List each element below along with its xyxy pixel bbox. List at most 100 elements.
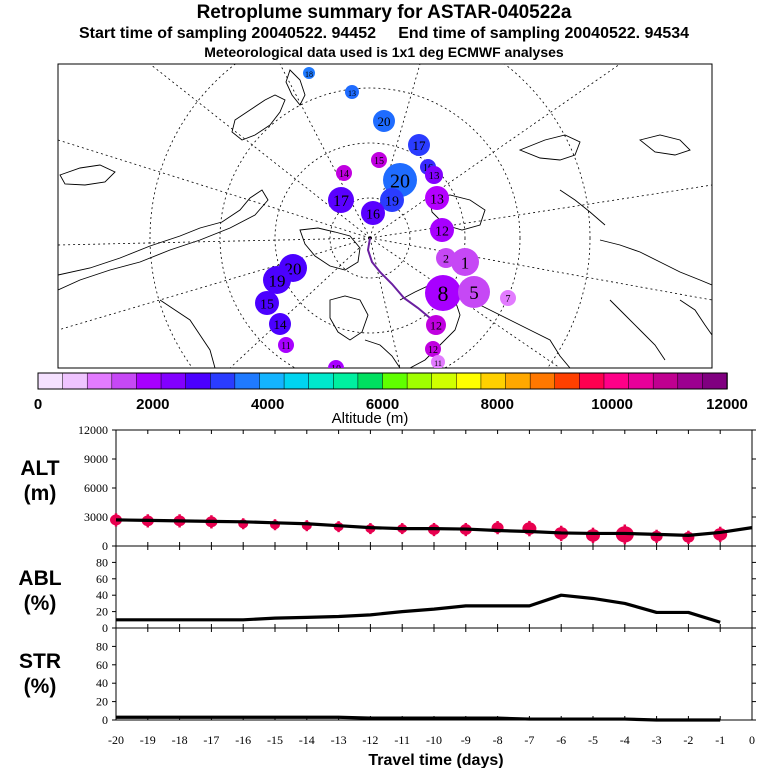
alt-panel-label: ALT (20, 457, 59, 480)
cluster-blob (425, 186, 449, 210)
panel-alt: 0 3000 6000 9000 12000 (78, 423, 756, 553)
y-tick-label: 40 (96, 676, 108, 690)
cluster-label: 14 (274, 317, 288, 332)
cluster-label: 19 (269, 271, 286, 290)
x-tick-label: 0 (749, 733, 755, 747)
x-tick-label: -17 (203, 733, 219, 747)
cluster-blob (263, 266, 291, 294)
x-tick-label: -7 (524, 733, 534, 747)
x-tick-label: -14 (299, 733, 315, 747)
cluster-blob (328, 187, 354, 213)
abl-panel-unit: (%) (24, 592, 57, 615)
cluster-blob (380, 188, 404, 212)
plume-track (366, 237, 431, 319)
map-panel: 2013181716151413201917161312201915141110… (57, 63, 713, 375)
x-tick-label: -13 (331, 733, 347, 747)
str-panel-unit: (%) (24, 675, 57, 698)
cluster-label: 12 (428, 345, 438, 356)
colorbar-cell (406, 372, 433, 390)
colorbar-tick-label: 10000 (591, 396, 633, 413)
cluster-label: 13 (348, 89, 356, 98)
cluster-blob (408, 134, 430, 156)
y-tick-label: 60 (96, 572, 108, 586)
cluster-blob (451, 248, 479, 276)
x-tick-label: -12 (362, 733, 378, 747)
cluster-label: 10 (331, 364, 341, 375)
cluster-label: 18 (305, 70, 313, 79)
x-axis-title: Travel time (days) (368, 752, 503, 768)
cluster-label: 11 (281, 341, 291, 352)
y-tick-label: 0 (102, 539, 108, 553)
colorbar-cell (234, 372, 261, 390)
x-tick-label: -20 (108, 733, 124, 747)
x-tick-label: -10 (426, 733, 442, 747)
colorbar-cell (431, 372, 458, 390)
colorbar-cell (37, 372, 64, 390)
colorbar-cell (86, 372, 113, 390)
x-tick-label: -9 (461, 733, 471, 747)
x-tick-label: -2 (683, 733, 693, 747)
colorbar-cell (283, 372, 310, 390)
abl-panel-label: ABL (18, 567, 61, 590)
cluster-label: 11 (434, 359, 442, 368)
cluster-blob (425, 275, 461, 311)
colorbar-cell (210, 372, 236, 390)
y-tick-label: 6000 (84, 481, 108, 495)
cluster-layer: 2013181716151413201917161312201915141110… (255, 67, 516, 375)
colorbar-cell (579, 372, 605, 390)
x-tick-label: -5 (588, 733, 598, 747)
colorbar-tick-label: 12000 (706, 396, 748, 413)
cluster-label: 16 (366, 207, 380, 222)
cluster-blob (500, 290, 516, 306)
end-time-label: End time of sampling 20040522. 94534 (398, 25, 690, 42)
colorbar-cell (308, 372, 335, 390)
y-tick-label: 20 (96, 695, 108, 709)
colorbar-cell (652, 372, 679, 390)
colorbar-tick-label: 2000 (136, 396, 169, 413)
colorbar-cell (603, 372, 630, 390)
cluster-blob (373, 110, 395, 132)
colorbar: 0 2000 4000 6000 8000 10000 12000 Altitude (m) (34, 372, 748, 427)
colorbar-cell (333, 372, 359, 390)
y-tick-label: 80 (96, 639, 108, 653)
colorbar-cell (702, 372, 728, 390)
x-tick-label: -3 (652, 733, 662, 747)
colorbar-label: Altitude (m) (332, 410, 409, 427)
colorbar-cell (185, 372, 211, 390)
cluster-blob (303, 67, 315, 79)
series-line-abl (116, 593, 721, 624)
y-tick-label: 40 (96, 588, 108, 602)
colorbar-cell (677, 372, 704, 390)
cluster-blob (425, 166, 443, 184)
title-block: Retroplume summary for ASTAR-040522a Sta… (0, 2, 768, 60)
map-grid (58, 64, 712, 368)
colorbar-cell (554, 372, 581, 390)
y-tick-label: 0 (102, 713, 108, 727)
x-tick-label: -1 (715, 733, 725, 747)
map-frame (57, 63, 713, 369)
colorbar-tick-label: 6000 (366, 396, 399, 413)
cluster-blob (426, 315, 446, 335)
x-tick-label: -11 (394, 733, 410, 747)
panel-abl: 0 20 40 60 80 (96, 545, 756, 635)
cluster-blob (345, 85, 359, 99)
y-tick-label: 3000 (84, 510, 108, 524)
cluster-blob (430, 218, 454, 242)
cluster-blob (371, 152, 387, 168)
sampling-times: Start time of sampling 20040522. 94452 E… (0, 24, 768, 44)
cluster-blob (336, 165, 352, 181)
colorbar-cell (136, 372, 162, 390)
cluster-label: 2 (443, 252, 449, 266)
x-tick-label: -6 (556, 733, 566, 747)
colorbar-cell (160, 372, 187, 390)
x-tick-label: -4 (620, 733, 630, 747)
alt-panel-unit: (m) (24, 482, 57, 505)
x-tick-label: -15 (267, 733, 283, 747)
cluster-label: 7 (506, 294, 511, 305)
start-time-label: Start time of sampling 20040522. 94452 (78, 25, 376, 42)
x-tick-label: -19 (140, 733, 156, 747)
cluster-label: 15 (374, 156, 384, 167)
cluster-label: 20 (390, 171, 410, 193)
